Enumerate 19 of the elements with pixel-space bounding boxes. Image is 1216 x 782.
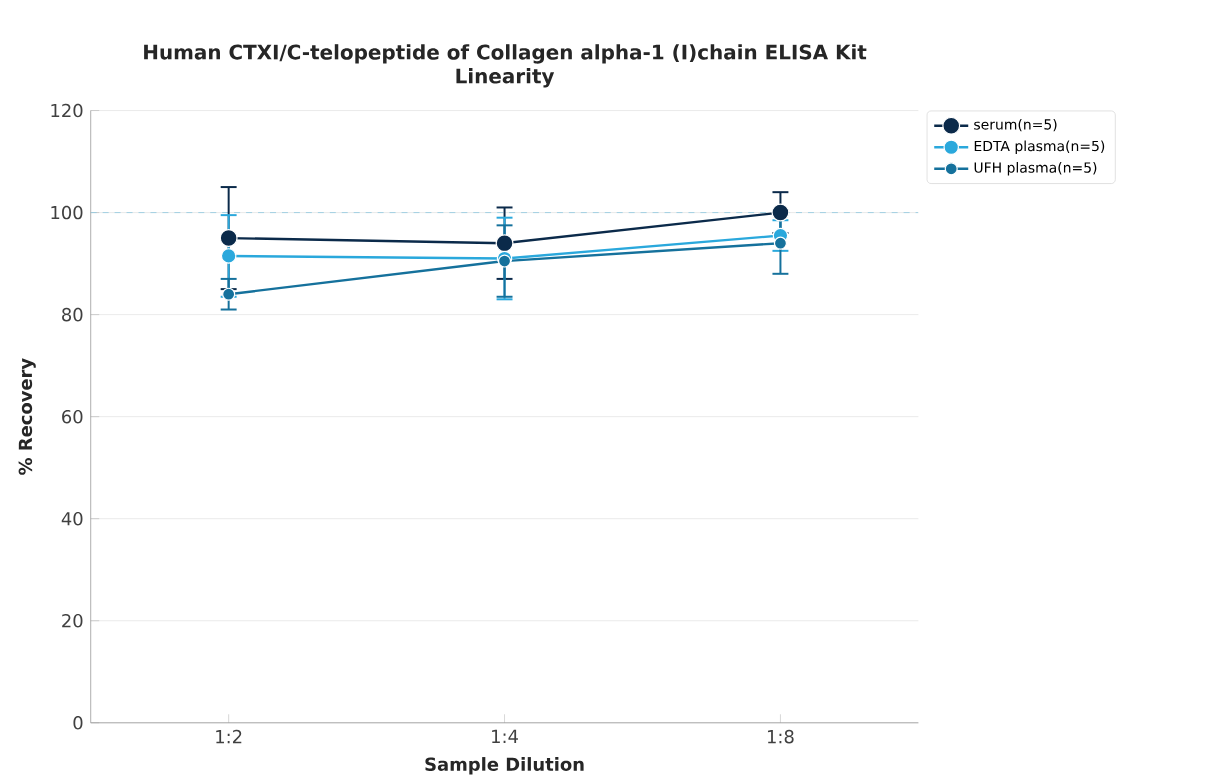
y-tick-label: 0 [73,715,83,730]
y-tick-label: 60 [62,409,83,424]
y-axis-title: % Recovery [18,358,36,475]
point [771,203,790,222]
point [495,234,514,253]
y-tick-label: 80 [62,307,83,322]
y-tick-label: 120 [51,103,83,118]
point [220,248,237,264]
y-tick-label: 20 [62,613,83,628]
chart-subtitle: Linearity [456,67,555,88]
x-tick-label: 1:2 [216,729,242,743]
x-axis-title: Sample Dilution [425,756,584,775]
chart-title: Human CTXI/C-telopeptide of Collagen alpha-1 (I)chain ELISA Kit [144,44,867,64]
point [219,228,238,247]
y-tick-label: 100 [51,205,83,220]
point [222,287,236,301]
x-tick-label: 1:4 [492,729,518,743]
x-tick-label: 1:8 [767,729,794,744]
y-tick-label: 40 [61,511,83,526]
